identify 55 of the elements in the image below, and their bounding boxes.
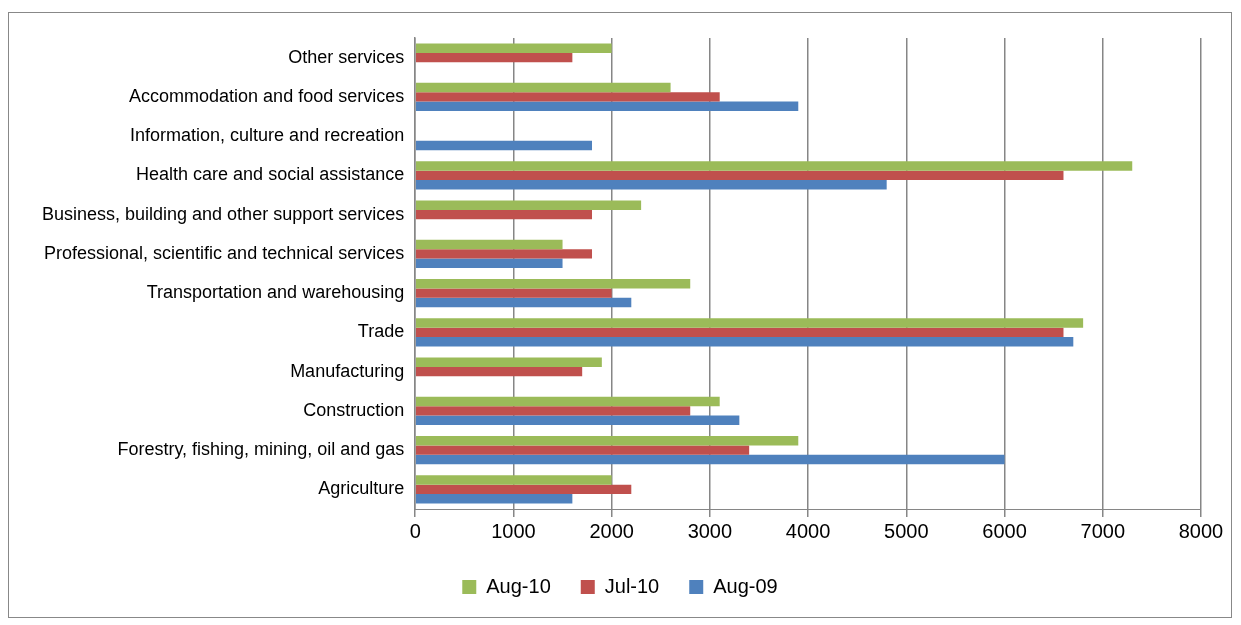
y-tick-label: Construction — [303, 399, 405, 420]
x-tick-label: 0 — [409, 519, 421, 542]
y-tick-label: Accommodation and food services — [129, 85, 405, 106]
x-tick-label: 1000 — [491, 519, 536, 542]
bar — [415, 357, 602, 367]
bar — [415, 200, 642, 210]
bar — [415, 318, 1084, 328]
bar — [415, 258, 563, 269]
bar — [415, 297, 632, 308]
bar — [415, 43, 612, 53]
bar — [415, 288, 612, 298]
bar — [415, 249, 593, 259]
bar — [415, 161, 1133, 171]
x-tick-label: 8000 — [1178, 519, 1224, 542]
bar — [415, 101, 799, 112]
bar — [415, 140, 593, 151]
bar — [415, 406, 691, 416]
bar — [415, 454, 1005, 465]
legend-label: Aug-10 — [486, 574, 551, 597]
bar — [415, 170, 1064, 181]
x-tick-label: 3000 — [687, 519, 733, 542]
y-tick-label: Agriculture — [318, 478, 405, 499]
legend-label: Jul-10 — [604, 574, 660, 597]
x-tick-label: 7000 — [1080, 519, 1126, 542]
bar — [415, 366, 583, 377]
bar — [415, 209, 593, 220]
bar — [415, 279, 691, 289]
y-tick-label: Trade — [357, 321, 405, 342]
x-tick-label: 6000 — [982, 519, 1027, 542]
bar — [415, 180, 887, 190]
bar — [415, 396, 720, 407]
y-tick-label: Forestry, fishing, mining, oil and gas — [117, 439, 405, 460]
bar — [415, 239, 563, 250]
bar — [415, 82, 671, 93]
x-tick-label: 4000 — [785, 519, 831, 542]
x-tick-label: 2000 — [589, 519, 634, 542]
x-tick-label: 5000 — [884, 519, 929, 542]
y-tick-label: Business, building and other support services — [41, 203, 405, 224]
y-tick-label: Other services — [288, 46, 405, 67]
bar — [415, 436, 799, 446]
bar — [415, 475, 612, 485]
bar — [415, 445, 750, 455]
legend-label: Aug-09 — [713, 574, 778, 597]
bar — [415, 484, 632, 495]
bar — [415, 92, 720, 102]
bar — [415, 337, 1074, 347]
y-tick-label: Professional, scientific and technical services — [44, 242, 405, 263]
y-tick-label: Health care and social assistance — [136, 164, 405, 185]
y-tick-label: Transportation and warehousing — [146, 282, 405, 303]
y-tick-label: Manufacturing — [290, 360, 405, 381]
bar — [415, 415, 740, 426]
bar — [415, 327, 1064, 338]
bar — [415, 494, 573, 504]
y-tick-label: Information, culture and recreation — [130, 125, 405, 146]
bar — [415, 52, 573, 63]
